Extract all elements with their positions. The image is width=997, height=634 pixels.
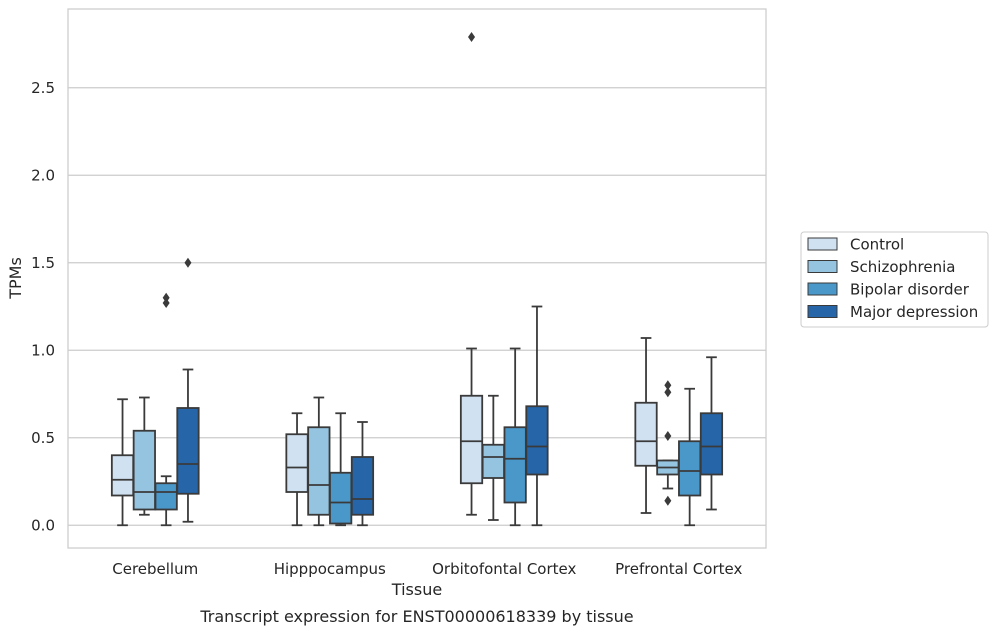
y-tick-label: 1.0	[31, 341, 55, 359]
legend-label: Schizophrenia	[850, 258, 955, 276]
box-body	[678, 440, 702, 497]
outlier-point	[162, 298, 170, 308]
box-body	[699, 412, 724, 476]
legend-label: Bipolar disorder	[850, 281, 970, 299]
box-schizophrenia	[307, 396, 331, 527]
legend-label: Control	[850, 236, 904, 254]
x-tick-labels: Cerebellum Hipppocampus Orbitofontal Corte…	[112, 560, 742, 578]
legend-swatch	[807, 305, 838, 318]
legend-frame	[800, 231, 989, 328]
box-body	[481, 443, 505, 479]
box-major-depression	[350, 421, 375, 527]
box-schizophrenia	[132, 396, 156, 516]
legend-swatch	[807, 260, 838, 273]
y-tick-label: 0.5	[31, 429, 55, 447]
box-bipolar-disorder	[678, 387, 702, 527]
box-control	[459, 32, 484, 516]
outlier-point	[664, 380, 672, 391]
box-body	[329, 471, 353, 525]
box-schizophrenia	[481, 394, 505, 521]
legend-label: Major depression	[850, 303, 978, 321]
box-control	[634, 337, 658, 514]
legend: Control Schizophrenia Bipolar disorder Majo…	[800, 231, 989, 328]
box-body	[525, 405, 549, 476]
box-body	[503, 426, 527, 504]
x-tick-label: Cerebellum	[112, 560, 198, 578]
boxes	[110, 32, 724, 527]
box-bipolar-disorder	[503, 347, 527, 527]
outlier-point	[184, 257, 192, 268]
legend-swatch	[807, 237, 838, 251]
y-axis-label: TPMs	[6, 257, 25, 300]
outlier-point	[468, 32, 476, 42]
y-tick-label: 2.5	[31, 79, 55, 97]
box-body	[307, 426, 331, 516]
box-body	[132, 429, 156, 511]
box-bipolar-disorder	[154, 292, 178, 527]
box-bipolar-disorder	[329, 412, 353, 527]
box-body	[110, 454, 135, 497]
x-tick-label: Orbitofontal Cortex	[432, 560, 576, 578]
box-major-depression	[525, 305, 549, 527]
y-tick-labels: 0.0 0.5 1.0 1.5 2.0 2.5	[31, 79, 55, 535]
outlier-point	[664, 387, 672, 398]
box-body	[285, 433, 309, 493]
legend-swatch	[807, 282, 838, 296]
outlier-point	[664, 495, 672, 506]
box-body	[634, 401, 658, 467]
box-body	[459, 394, 484, 485]
x-tick-label: Prefrontal Cortex	[615, 560, 742, 578]
box-major-depression	[176, 257, 200, 523]
x-axis-label: Tissue	[391, 580, 442, 599]
box-body	[154, 482, 178, 511]
outlier-point	[664, 431, 672, 441]
box-body	[350, 456, 375, 516]
box-schizophrenia	[656, 380, 680, 506]
box-control	[110, 398, 135, 527]
box-body	[176, 407, 200, 495]
y-tick-label: 2.0	[31, 166, 55, 184]
box-major-depression	[699, 356, 724, 511]
x-tick-label: Hipppocampus	[274, 560, 386, 578]
plot-area-frame	[67, 8, 767, 549]
outlier-point	[162, 292, 170, 303]
y-tick-label: 1.5	[31, 254, 55, 272]
y-tick-label: 0.0	[31, 516, 55, 534]
chart-caption: Transcript expression for ENST0000061833…	[199, 607, 633, 626]
box-control	[285, 412, 309, 527]
